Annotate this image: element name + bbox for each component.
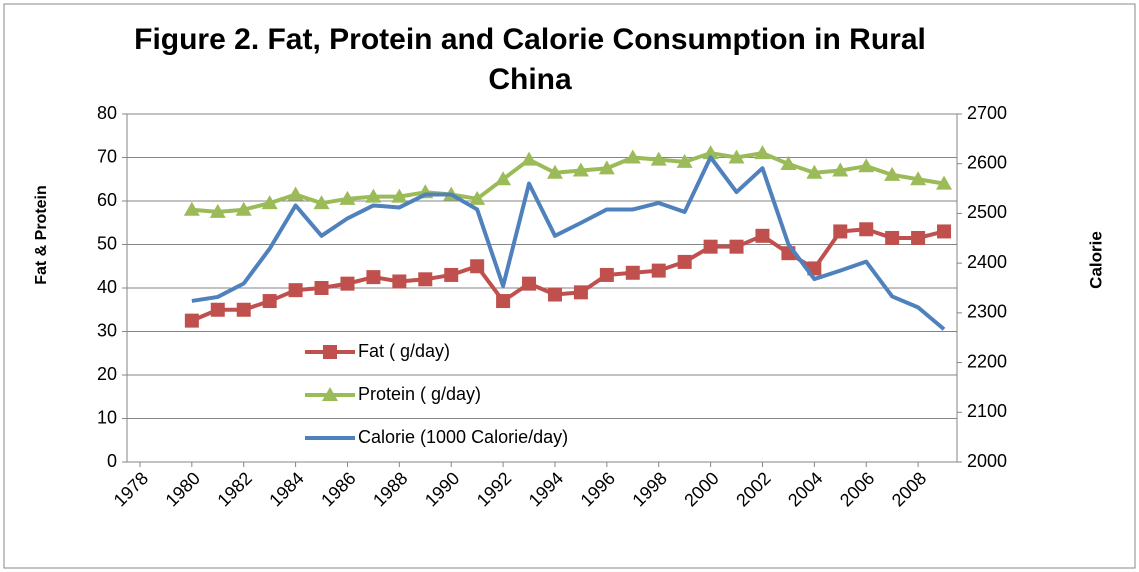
y-tick-label: 70 [97, 146, 117, 166]
y-tick-label: 60 [97, 190, 117, 210]
legend-label: Calorie (1000 Calorie/day) [358, 427, 568, 447]
data-point [262, 294, 277, 309]
data-point [521, 151, 538, 166]
data-point [288, 283, 303, 298]
data-point [729, 239, 744, 254]
data-point [365, 188, 382, 203]
data-point [469, 190, 486, 205]
y2-tick-label: 2600 [967, 152, 1007, 172]
data-point [391, 188, 408, 203]
data-point [651, 263, 666, 278]
data-point [184, 313, 199, 328]
data-point [522, 276, 537, 291]
data-point [780, 156, 797, 171]
data-point [676, 153, 693, 168]
data-point [287, 186, 304, 201]
y-tick-label: 20 [97, 364, 117, 384]
data-point [210, 302, 225, 317]
y-tick-label: 50 [97, 233, 117, 253]
data-point [806, 164, 823, 179]
data-point [703, 239, 718, 254]
data-point [547, 287, 562, 302]
data-point [625, 265, 640, 280]
y2-tick-label: 2200 [967, 351, 1007, 371]
data-point [495, 171, 512, 186]
data-point [235, 201, 252, 216]
y-tick-label: 0 [107, 451, 117, 471]
legend-marker [322, 387, 338, 401]
y2-axis-label: Calorie [1086, 231, 1105, 289]
data-point [911, 230, 926, 245]
data-point [261, 195, 278, 210]
data-point [313, 195, 330, 210]
data-point [936, 175, 953, 190]
legend-marker [323, 345, 337, 359]
data-point [470, 259, 485, 274]
data-point [340, 276, 355, 291]
y2-tick-label: 2500 [967, 202, 1007, 222]
data-point [677, 254, 692, 269]
y-tick-label: 10 [97, 407, 117, 427]
data-point [937, 224, 952, 239]
chart-title: Figure 2. Fat, Protein and Calorie Consu… [134, 23, 926, 96]
legend-label: Protein ( g/day) [358, 384, 481, 404]
data-point [885, 230, 900, 245]
data-point [209, 203, 226, 218]
y-tick-label: 40 [97, 277, 117, 297]
data-point [572, 162, 589, 177]
data-point [910, 171, 927, 186]
y2-tick-label: 2100 [967, 401, 1007, 421]
data-point [598, 160, 615, 175]
y2-tick-label: 2000 [967, 451, 1007, 471]
data-point [624, 149, 641, 164]
data-point [702, 145, 719, 160]
data-point [755, 228, 770, 243]
y2-tick-label: 2400 [967, 252, 1007, 272]
data-point [832, 162, 849, 177]
y-tick-label: 30 [97, 320, 117, 340]
data-point [314, 281, 329, 295]
data-point [884, 166, 901, 181]
data-point [833, 224, 848, 239]
data-point [366, 270, 381, 285]
y-axis-label: Fat & Protein [33, 185, 50, 285]
data-point [754, 145, 771, 160]
data-point [444, 267, 459, 282]
chart-border [3, 3, 1136, 569]
y2-tick-label: 2300 [967, 302, 1007, 322]
data-point [859, 222, 874, 237]
data-point [392, 274, 407, 289]
data-point [546, 164, 563, 179]
data-point [650, 151, 667, 166]
data-point [418, 272, 433, 287]
data-point [858, 158, 875, 173]
data-point [599, 267, 614, 282]
y-tick-label: 80 [97, 103, 117, 123]
legend-label: Fat ( g/day) [358, 341, 450, 361]
data-point [183, 201, 200, 216]
data-point [236, 302, 251, 317]
data-point [339, 190, 356, 205]
y2-tick-label: 2700 [967, 103, 1007, 123]
series-line [191, 155, 946, 331]
data-point [728, 149, 745, 164]
data-point [496, 294, 511, 309]
data-point [573, 285, 588, 300]
